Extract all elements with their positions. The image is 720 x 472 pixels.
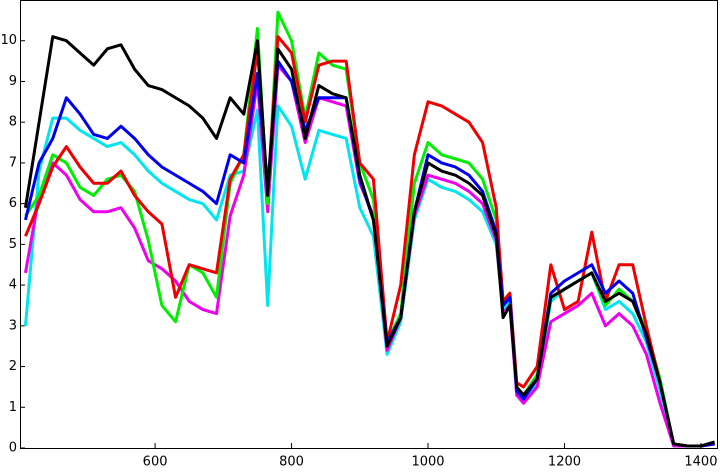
y-tick-label: 5 (9, 237, 17, 252)
y-tick-label: 3 (9, 318, 17, 333)
series-line (23, 104, 715, 448)
series-line (24, 35, 715, 448)
y-tick-label: 4 (9, 278, 17, 293)
x-tick-label: 800 (279, 455, 304, 470)
y-tick-label: 8 (9, 115, 17, 130)
y-tick-label: 2 (9, 359, 17, 374)
series-line (24, 59, 715, 448)
plot-frame (20, 0, 718, 449)
y-tick-label: 1 (9, 400, 17, 415)
y-tick-label: 7 (9, 155, 17, 170)
series-line (23, 35, 716, 448)
y-tick-label: 9 (9, 74, 17, 89)
y-tick-label: 10 (0, 33, 17, 48)
x-tick-label: 1000 (411, 455, 444, 470)
x-tick-label: 1400 (684, 455, 717, 470)
x-tick-label: 1200 (548, 455, 581, 470)
y-tick-label: 6 (9, 196, 17, 211)
x-tick-label: 600 (143, 455, 168, 470)
y-tick-label: 0 (9, 441, 17, 456)
series-line (23, 63, 715, 448)
